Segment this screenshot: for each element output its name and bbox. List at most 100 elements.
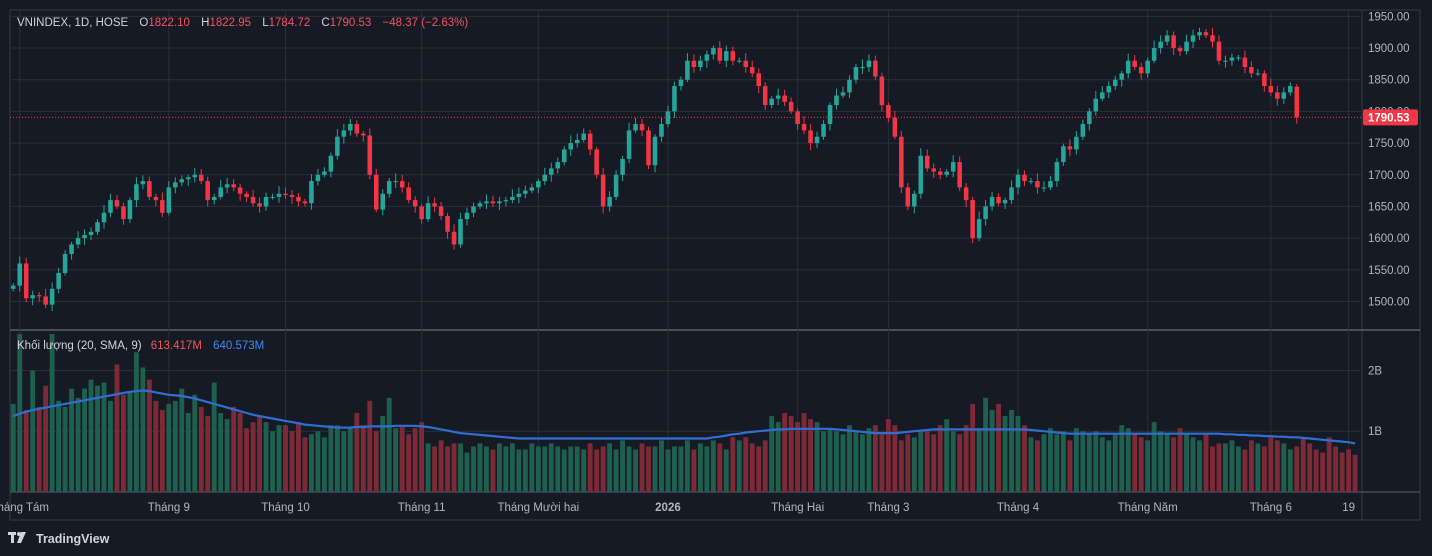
candle-body [1009, 187, 1014, 201]
volume-bar [334, 425, 340, 492]
price-tick-label: 1900.00 [1368, 43, 1410, 55]
candle-body [529, 187, 535, 191]
candle-body [717, 48, 723, 61]
volume-bar [49, 334, 55, 492]
volume-bar [1281, 443, 1287, 492]
candle-body [600, 174, 606, 207]
volume-bar [1145, 440, 1151, 492]
candle-body [185, 177, 191, 180]
candle-body [224, 184, 230, 188]
volume-bar [1261, 446, 1267, 492]
candle-body [88, 231, 94, 235]
candle-body [1041, 187, 1047, 189]
volume-bar [406, 434, 412, 492]
candle-body [808, 130, 813, 144]
candle-body [646, 130, 651, 166]
time-tick-label: Tháng 6 [1250, 502, 1292, 514]
candle-body [1223, 60, 1228, 62]
candle-body [335, 136, 340, 156]
volume-bar [762, 440, 768, 492]
time-tick-label: Tháng Năm [1118, 502, 1178, 514]
volume-bar [821, 431, 826, 492]
candle-body [1242, 57, 1248, 68]
candle-body [1080, 124, 1086, 137]
candle-body [134, 184, 139, 201]
candle-body [192, 174, 198, 178]
candle-body [762, 86, 768, 106]
candle-body [937, 171, 943, 175]
close-label: C [321, 17, 330, 29]
candle-body [743, 60, 749, 68]
candle-body [931, 168, 937, 172]
volume-bar [43, 385, 49, 492]
candle-body [918, 155, 924, 194]
volume-bar [1028, 437, 1034, 492]
volume-bar [321, 437, 327, 492]
candle-body [250, 196, 256, 204]
candle-body [1093, 98, 1099, 112]
candle-body [1087, 111, 1092, 125]
candle-body [561, 149, 567, 163]
candle-body [924, 155, 930, 169]
candle-body [211, 196, 217, 201]
candle-body [367, 135, 373, 175]
candle-body [989, 196, 995, 207]
candle-body [328, 155, 334, 172]
volume-bar [1326, 437, 1332, 492]
volume-bar [1041, 434, 1047, 492]
volume-bar [192, 394, 198, 492]
volume-bar [957, 434, 963, 492]
tradingview-footer[interactable]: TradingView [8, 529, 109, 549]
volume-bar [153, 400, 159, 492]
volume-bar [924, 431, 930, 492]
volume-bar [1294, 446, 1300, 492]
candle-body [315, 174, 321, 182]
candle-body [905, 187, 911, 207]
candle-body [516, 193, 522, 197]
candle-body [1294, 86, 1300, 118]
volume-bar [205, 416, 211, 492]
volume-bar [1255, 443, 1261, 492]
volume-bar [373, 431, 379, 492]
volume-tick-label: 1B [1368, 426, 1382, 438]
candle-body [153, 196, 159, 201]
volume-bar [1300, 437, 1306, 492]
candle-body [438, 206, 444, 216]
volume-bar [347, 428, 353, 492]
candle-body [121, 206, 126, 220]
low-label: L [262, 17, 269, 29]
volume-bar [892, 425, 898, 492]
volume-bar [672, 446, 677, 492]
candle-body [445, 215, 450, 232]
high-label: H [201, 17, 210, 29]
volume-bar [231, 406, 237, 492]
volume-bar [1119, 425, 1125, 492]
volume-bar [399, 425, 405, 492]
volume-bar [218, 413, 224, 492]
candle-body [704, 54, 710, 61]
candle-body [510, 196, 515, 201]
volume-bar [1151, 422, 1157, 492]
volume-bar [1346, 449, 1352, 492]
volume-bar [1158, 431, 1164, 492]
volume-bar [159, 409, 165, 492]
time-tick-label: Tháng 9 [148, 502, 190, 514]
volume-bar [360, 425, 366, 492]
candle-body [782, 95, 787, 102]
candle-body [795, 111, 800, 125]
volume-bar [477, 443, 483, 492]
time-tick-label: Tháng 10 [261, 502, 310, 514]
candle-body [205, 181, 210, 201]
candle-body [1067, 146, 1073, 150]
volume-bar [224, 419, 230, 492]
candle-body [821, 124, 826, 137]
volume-bar [1086, 434, 1092, 492]
candle-body [1249, 67, 1254, 74]
volume-bar [885, 419, 891, 492]
volume-bar [458, 443, 463, 492]
candle-body [1119, 73, 1125, 80]
candle-body [10, 285, 16, 289]
candle-body [464, 212, 470, 220]
candle-body [412, 200, 418, 207]
